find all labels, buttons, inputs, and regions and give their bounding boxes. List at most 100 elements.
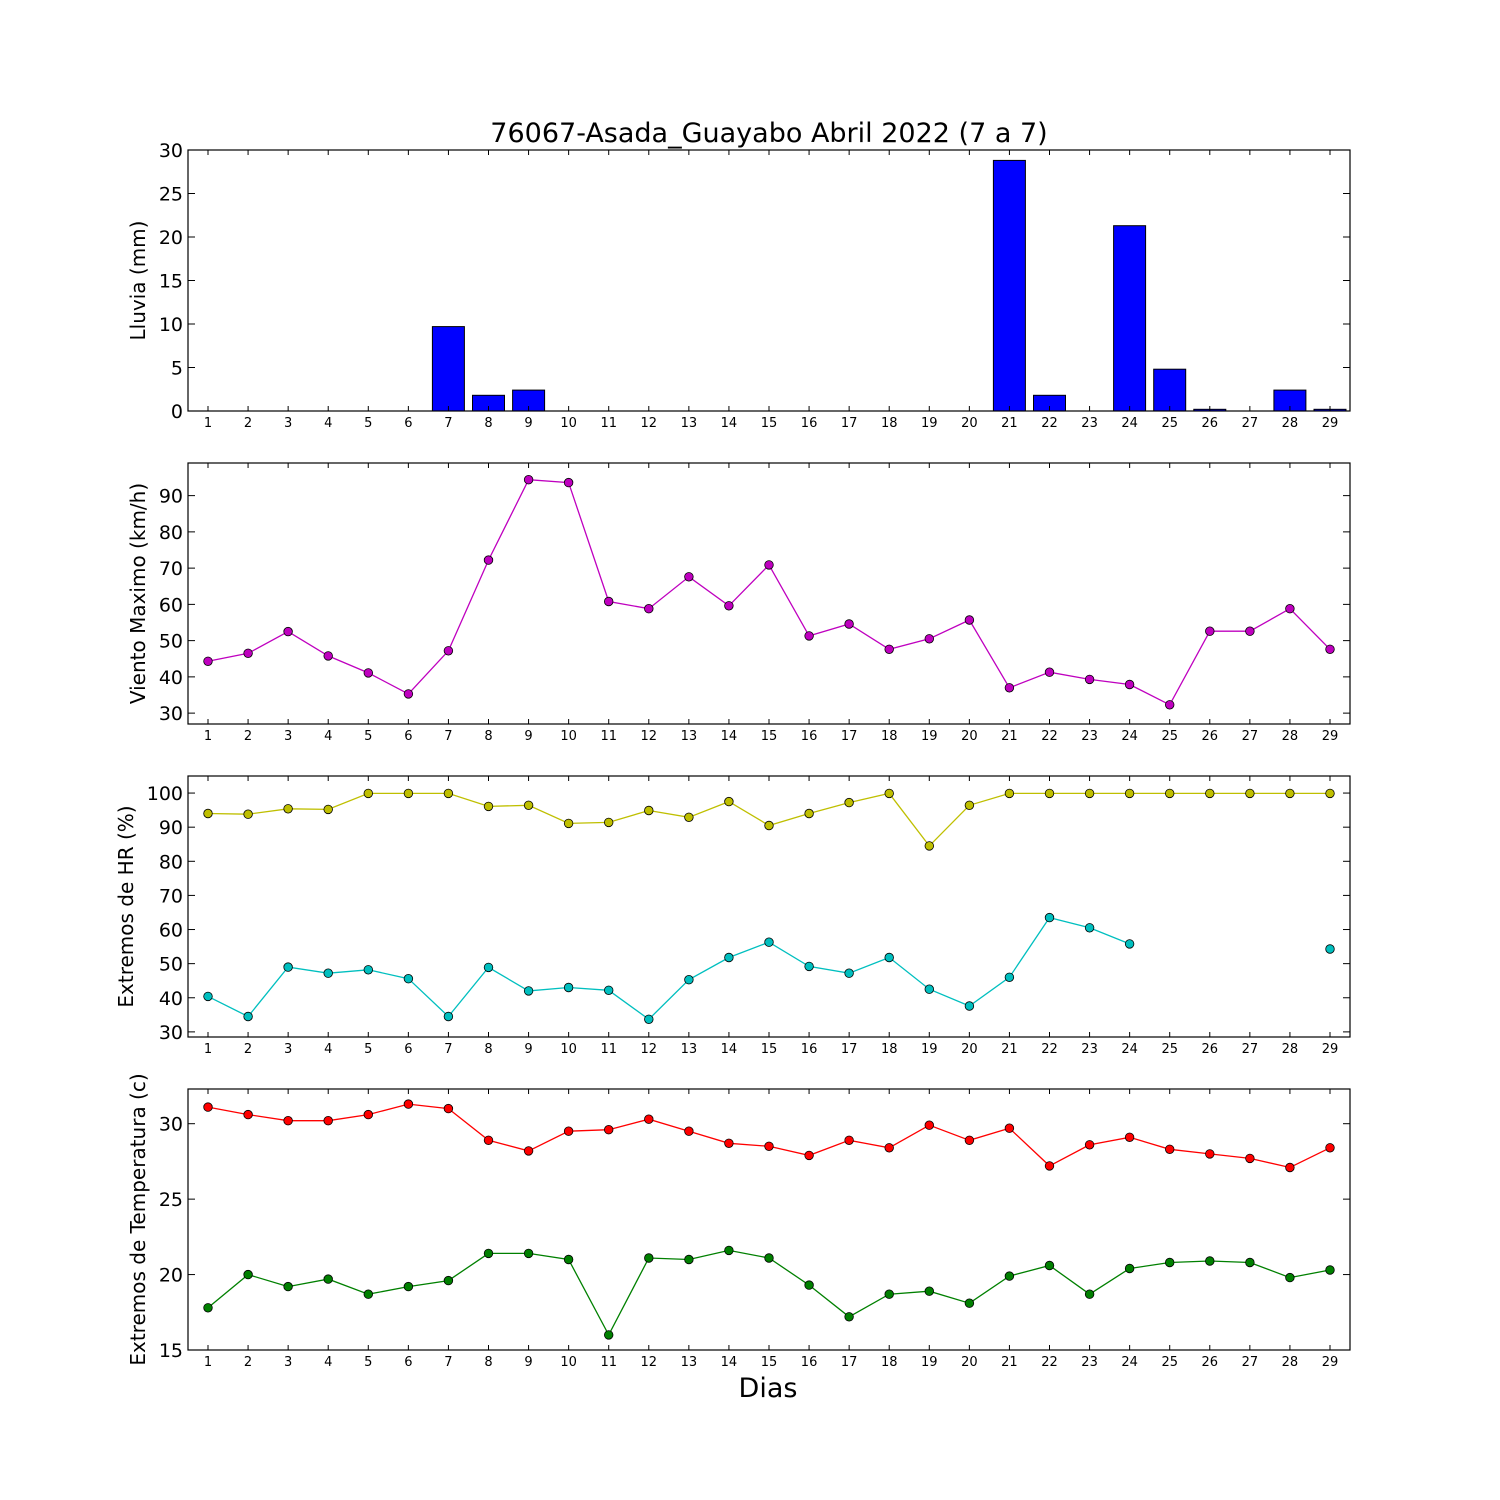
temperature-xtick-label-6: 6	[404, 1355, 412, 1370]
humidity-series-1-point-4	[323, 804, 333, 815]
rain-xtick-label-15: 15	[761, 416, 778, 431]
temperature-series-1-point-6	[403, 1099, 414, 1109]
rain-xtick-label-4: 4	[324, 416, 332, 431]
humidity-xtick-label-24: 24	[1121, 1042, 1138, 1057]
temperature-series-2-point-8	[483, 1248, 494, 1259]
wind-ytick-label-90: 90	[159, 486, 183, 508]
temperature-series-1-point-24	[1124, 1132, 1135, 1143]
wind-series-1-point-21	[1004, 683, 1015, 693]
humidity-series-1-point-15	[764, 820, 774, 831]
rain-xtick-label-24: 24	[1121, 416, 1138, 431]
humidity-ytick-label-70: 70	[159, 885, 183, 907]
temperature-series-1-point-15	[764, 1141, 774, 1152]
humidity-series-1-point-23	[1084, 788, 1095, 799]
rain-xtick-label-17: 17	[841, 416, 858, 431]
humidity-series-2-point-24	[1124, 939, 1135, 949]
wind-series-1-point-1	[203, 656, 213, 667]
temperature-series-1-point-17	[844, 1135, 854, 1146]
rain-ytick-label-15: 15	[159, 271, 183, 293]
wind-series-1-point-4	[323, 651, 333, 661]
panel-wind: 1 2 3 4 5 6 7 8 9 10 11 12 13 14 15 16 17 18 19 20 21 22 23 24 2…	[126, 462, 1351, 744]
rain-xtick-label-26: 26	[1202, 416, 1219, 431]
wind-series-1-point-13	[684, 572, 694, 582]
wind-xtick-label-18: 18	[881, 729, 898, 744]
temperature-xtick-label-28: 28	[1282, 1355, 1299, 1370]
wind-series-1-point-24	[1124, 679, 1135, 690]
temperature-series-1-point-9	[523, 1146, 534, 1156]
temperature-xtick-label-27: 27	[1242, 1355, 1259, 1370]
humidity-series-1-point-9	[523, 800, 534, 811]
temperature-xtick-label-10: 10	[560, 1355, 577, 1370]
wind-xtick-label-17: 17	[841, 729, 858, 744]
temperature-series-2-point-9	[523, 1248, 534, 1259]
temperature-series-2-point-29	[1325, 1265, 1335, 1275]
humidity-series-1-point-27	[1245, 788, 1255, 799]
temperature-series-2-point-21	[1004, 1271, 1015, 1281]
rain-xtick-label-13: 13	[681, 416, 698, 431]
temperature-xtick-label-18: 18	[881, 1355, 898, 1370]
temperature-xtick-label-26: 26	[1202, 1355, 1219, 1370]
humidity-ytick-label-40: 40	[159, 988, 183, 1010]
temperature-series-2-point-17	[844, 1312, 854, 1322]
temperature-series-2-point-1	[203, 1303, 213, 1313]
wind-ytick-label-80: 80	[159, 522, 183, 544]
rain-xtick-label-3: 3	[284, 416, 292, 431]
humidity-xtick-label-9: 9	[524, 1042, 532, 1057]
temperature-series-1-point-23	[1084, 1140, 1095, 1150]
temperature-series-2-point-24	[1124, 1263, 1135, 1274]
humidity-xtick-label-12: 12	[641, 1042, 658, 1057]
temperature-series-1-point-8	[483, 1135, 494, 1146]
panel-temperature: 1 2 3 4 5 6 7 8 9 10 11 12 13 14 15 16 17 18 19 20 21 22 23 24 2…	[126, 1073, 1351, 1370]
wind-xtick-label-11: 11	[600, 729, 617, 744]
humidity-xtick-label-2: 2	[244, 1042, 252, 1057]
temperature-series-2-point-26	[1205, 1256, 1215, 1266]
wind-xtick-label-1: 1	[204, 729, 212, 744]
humidity-y-axis-label: Extremos de HR (%)	[114, 805, 138, 1007]
rain-ytick-label-20: 20	[159, 227, 183, 249]
rain-xtick-label-2: 2	[244, 416, 252, 431]
temperature-xtick-label-23: 23	[1081, 1355, 1098, 1370]
wind-xtick-label-5: 5	[364, 729, 372, 744]
humidity-series-1-point-22	[1044, 788, 1055, 799]
temperature-xtick-label-19: 19	[921, 1355, 938, 1370]
temperature-xtick-label-21: 21	[1001, 1355, 1018, 1370]
rain-y-axis-label: Lluvia (mm)	[126, 221, 150, 341]
humidity-xtick-label-23: 23	[1081, 1042, 1098, 1057]
wind-ytick-label-50: 50	[159, 631, 183, 653]
humidity-plot-frame	[187, 775, 1351, 1038]
temperature-xtick-label-8: 8	[484, 1355, 492, 1370]
humidity-series-1-point-25	[1164, 788, 1175, 799]
humidity-series-1-point-16	[804, 808, 814, 819]
rain-xtick-label-21: 21	[1001, 416, 1018, 431]
wind-series-1-point-16	[804, 631, 814, 641]
humidity-series-1-point-29	[1325, 788, 1335, 799]
rain-xtick-label-20: 20	[961, 416, 978, 431]
temperature-series-2-point-23	[1084, 1289, 1095, 1299]
temperature-xtick-label-5: 5	[364, 1355, 372, 1370]
humidity-xtick-label-15: 15	[761, 1042, 778, 1057]
wind-series-1-point-27	[1245, 626, 1255, 636]
wind-series-1-point-23	[1084, 674, 1095, 685]
humidity-xtick-label-10: 10	[560, 1042, 577, 1057]
temperature-series-2-point-7	[443, 1275, 454, 1286]
temperature-series-1-point-19	[924, 1120, 935, 1130]
temperature-series-2-point-15	[764, 1253, 774, 1263]
temperature-series-1-point-4	[323, 1115, 333, 1126]
wind-plot-frame	[187, 462, 1351, 725]
humidity-series-1-point-13	[684, 812, 694, 823]
humidity-xtick-label-19: 19	[921, 1042, 938, 1057]
wind-xtick-label-9: 9	[524, 729, 532, 744]
humidity-xtick-label-28: 28	[1282, 1042, 1299, 1057]
temperature-series-2-point-27	[1245, 1257, 1255, 1268]
humidity-series-1-point-20	[964, 800, 975, 811]
rain-xtick-label-25: 25	[1161, 416, 1178, 431]
temperature-series-2-point-22	[1044, 1260, 1055, 1271]
panel-humidity: 1 2 3 4 5 6 7 8 9 10 11 12 13 14 15 16 17 18 19 20 21 22 23 24 2…	[114, 775, 1351, 1057]
rain-bar-25	[1153, 368, 1187, 412]
humidity-series-2-point-12	[644, 1014, 654, 1025]
temperature-series-1-point-29	[1325, 1143, 1335, 1153]
humidity-series-1-point-6	[403, 788, 414, 799]
wind-xtick-label-2: 2	[244, 729, 252, 744]
wind-series-1-point-7	[443, 646, 454, 656]
temperature-series-1-point-28	[1285, 1162, 1295, 1173]
